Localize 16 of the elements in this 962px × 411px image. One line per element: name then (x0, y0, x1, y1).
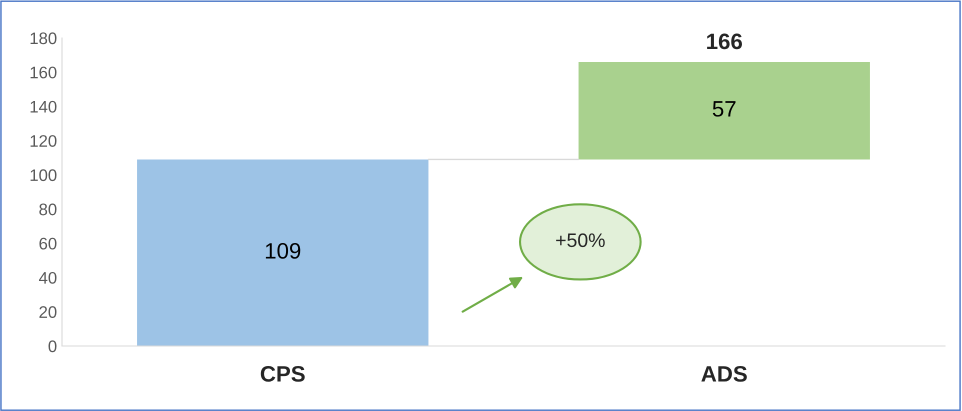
annotation: 166 (707, 33, 742, 50)
y-tick-label: 40 (38, 272, 56, 284)
y-tick-label: 140 (30, 100, 56, 113)
x-tick-label: CPS (260, 366, 305, 382)
y-tick-label: 0 (48, 340, 56, 352)
x-tick-label: ADS (701, 366, 747, 382)
data-label: 109 (266, 242, 300, 259)
y-tick-label: 80 (39, 204, 56, 216)
y-tick-label: 120 (30, 135, 56, 147)
y-tick-label: 100 (30, 169, 56, 182)
data-label: 57 (712, 101, 736, 117)
y-tick-label: 60 (39, 238, 56, 250)
annotation: +50% (556, 233, 605, 248)
y-tick-label: 180 (30, 32, 56, 44)
y-tick-label: 20 (39, 306, 56, 318)
y-tick-label: 160 (30, 66, 56, 78)
